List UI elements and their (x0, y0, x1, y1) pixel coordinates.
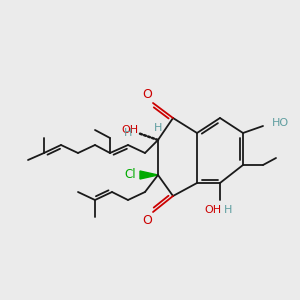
Text: H: H (124, 128, 132, 138)
Text: O: O (142, 88, 152, 101)
Text: Cl: Cl (124, 169, 136, 182)
Polygon shape (140, 171, 158, 179)
Text: OH: OH (122, 125, 139, 135)
Text: H: H (154, 123, 162, 133)
Text: HO: HO (272, 118, 289, 128)
Text: OH: OH (204, 205, 222, 215)
Text: H: H (224, 205, 232, 215)
Text: O: O (142, 214, 152, 227)
